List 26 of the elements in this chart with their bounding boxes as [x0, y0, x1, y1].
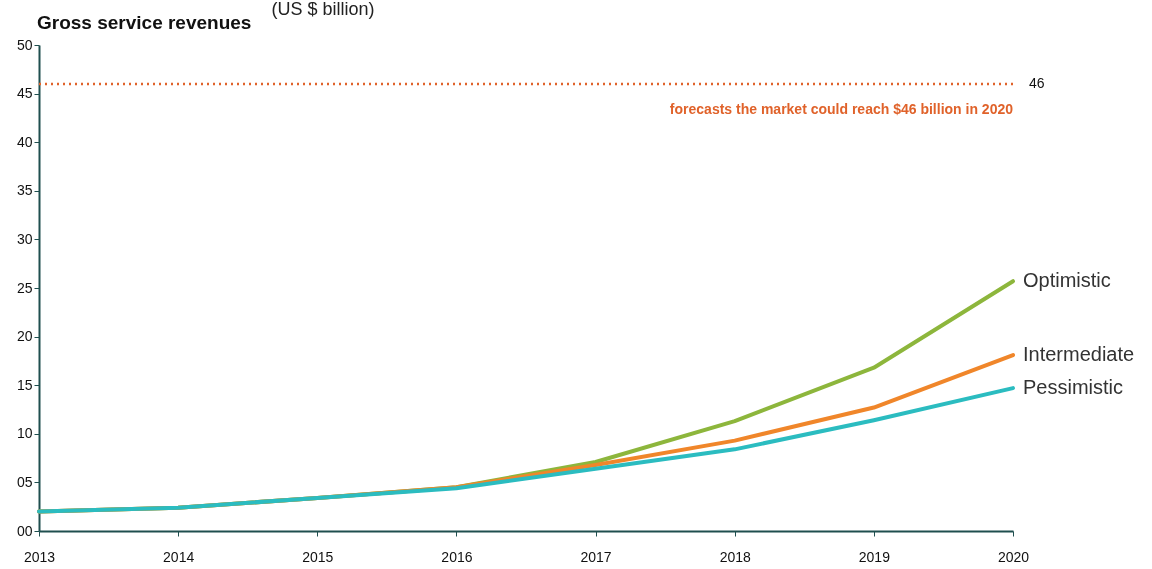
y-tick-label: 05 [16, 473, 33, 490]
x-tick-label: 2020 [997, 548, 1030, 565]
series-label: Pessimistic [1023, 376, 1124, 399]
y-tick-label: 25 [16, 279, 33, 296]
x-tick-label: 2017 [580, 548, 612, 565]
y-tick-label: 15 [16, 376, 33, 393]
chart-title: Gross service revenues [37, 12, 252, 33]
y-tick-label: 30 [16, 230, 33, 247]
x-tick-label: 2014 [163, 548, 195, 565]
x-tick-label: 2016 [441, 548, 473, 565]
y-tick-label: 10 [16, 425, 33, 442]
x-tick-label: 2019 [858, 548, 891, 565]
series-label: Intermediate [1023, 343, 1135, 366]
series-label: Optimistic [1023, 269, 1111, 292]
y-tick-label: 35 [16, 182, 33, 199]
x-tick-label: 2018 [719, 548, 751, 565]
y-axis-title: (US $ billion) [271, 0, 375, 19]
ref-line-label: 46 [1029, 74, 1045, 91]
x-tick-label: 2013 [23, 548, 56, 565]
y-tick-label: 20 [16, 328, 33, 345]
y-tick-label: 00 [16, 522, 33, 539]
y-tick-label: 45 [16, 85, 33, 102]
x-tick-label: 2015 [302, 548, 334, 565]
y-tick-label: 50 [16, 36, 33, 53]
y-tick-label: 40 [16, 133, 33, 150]
annotation: forecasts the market could reach $46 billion in 2020 [669, 101, 1014, 117]
